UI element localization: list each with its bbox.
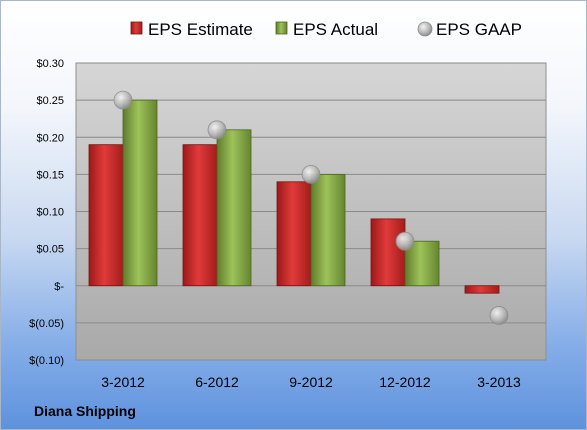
bar-eps-estimate — [464, 285, 500, 294]
bar-eps-actual — [216, 129, 252, 287]
bar-eps-estimate — [88, 144, 124, 287]
x-tick-label: 9-2012 — [289, 374, 333, 390]
legend: EPS Estimate EPS Actual EPS GAAP — [130, 20, 522, 39]
legend-label: EPS Estimate — [148, 20, 253, 39]
legend-label: EPS GAAP — [436, 20, 522, 39]
legend-label: EPS Actual — [293, 20, 378, 39]
legend-swatch — [417, 21, 433, 37]
x-tick-label: 3-2013 — [477, 374, 521, 390]
y-tick-label: $0.25 — [36, 95, 64, 107]
bar-eps-estimate — [182, 144, 218, 287]
x-tick-label: 3-2012 — [101, 374, 145, 390]
bar-eps-estimate — [276, 181, 312, 287]
y-tick-label: $0.20 — [36, 132, 64, 144]
marker-eps-gaap — [113, 90, 133, 110]
bar-eps-actual — [122, 99, 158, 287]
y-tick-label: $- — [54, 281, 64, 293]
bar-eps-actual — [310, 173, 346, 287]
marker-eps-gaap — [489, 306, 509, 325]
x-tick-label: 12-2012 — [379, 374, 431, 390]
company-name: Diana Shipping — [34, 403, 136, 419]
y-tick-label: $0.15 — [36, 169, 64, 181]
marker-eps-gaap — [301, 164, 321, 184]
bar-eps-estimate — [370, 218, 406, 287]
plot-area: $0.30 $0.25 $0.20 $0.15 $0.10 $0.05 $- $(0.05) $… — [29, 58, 547, 390]
legend-swatch — [130, 21, 143, 35]
marker-eps-gaap — [207, 120, 227, 140]
marker-eps-gaap — [395, 231, 415, 251]
y-tick-label: $0.10 — [36, 207, 64, 219]
y-tick-label: $(0.10) — [29, 355, 64, 367]
x-tick-label: 6-2012 — [195, 374, 239, 390]
y-tick-label: $(0.05) — [29, 318, 64, 330]
legend-swatch — [275, 21, 288, 35]
y-tick-label: $0.05 — [36, 244, 64, 256]
y-tick-label: $0.30 — [36, 58, 64, 70]
